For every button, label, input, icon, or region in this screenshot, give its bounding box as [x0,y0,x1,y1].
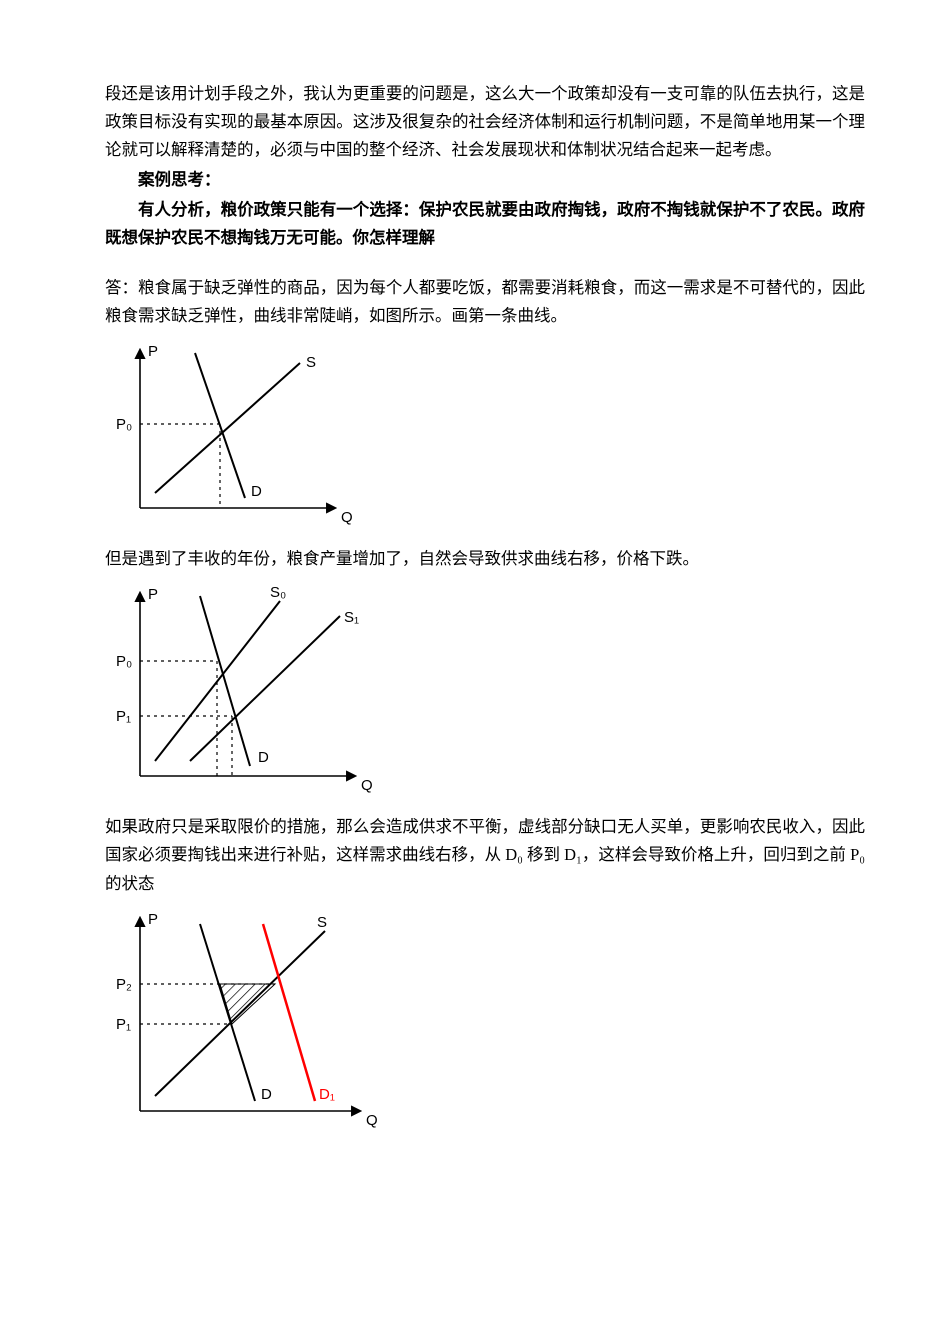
chart-1-supply-demand: P Q S D P₀ [105,338,865,533]
svg-text:Q: Q [366,1112,378,1129]
svg-text:P₀: P₀ [116,653,132,670]
svg-text:S₀: S₀ [270,584,286,601]
svg-text:P₀: P₀ [116,416,132,433]
heading-case-think: 案例思考： [105,166,865,194]
svg-text:S: S [306,354,316,371]
paragraph-answer-3: 如果政府只是采取限价的措施，那么会造成供求不平衡，虚线部分缺口无人买单，更影响农… [105,813,865,897]
svg-text:D: D [251,483,262,500]
svg-text:Q: Q [361,777,373,794]
chart-3-demand-shift: P Q S D D₁ P₂ P₁ [105,906,865,1136]
paragraph-question: 有人分析，粮价政策只能有一个选择：保护农民就要由政府掏钱，政府不掏钱就保护不了农… [105,196,865,252]
svg-text:P: P [148,911,158,928]
paragraph-answer-1: 答：粮食属于缺乏弹性的商品，因为每个人都要吃饭，都需要消耗粮食，而这一需求是不可… [105,274,865,330]
svg-text:Q: Q [341,509,353,526]
svg-text:S₁: S₁ [344,609,359,626]
svg-text:D: D [258,749,269,766]
svg-text:P: P [148,586,158,603]
document-page: 段还是该用计划手段之外，我认为更重要的问题是，这么大一个政策却没有一支可靠的队伍… [0,0,945,1188]
svg-text:D: D [261,1086,272,1103]
svg-text:D₁: D₁ [319,1086,335,1103]
svg-text:S: S [317,914,327,931]
paragraph-intro: 段还是该用计划手段之外，我认为更重要的问题是，这么大一个政策却没有一支可靠的队伍… [105,80,865,164]
chart-2-supply-shift: P Q S₀ S₁ D P₀ P₁ [105,581,865,801]
svg-text:P₁: P₁ [116,1016,131,1033]
svg-text:P: P [148,343,158,360]
svg-text:P₂: P₂ [116,976,132,993]
paragraph-answer-2: 但是遇到了丰收的年份，粮食产量增加了，自然会导致供求曲线右移，价格下跌。 [105,545,865,573]
svg-text:P₁: P₁ [116,708,131,725]
